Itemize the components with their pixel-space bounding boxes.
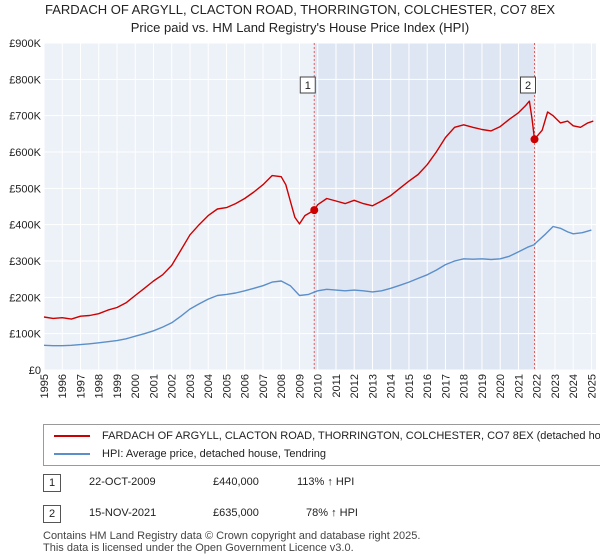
- y-tick-label: £100K: [9, 329, 41, 341]
- footer-license: This data is licensed under the Open Gov…: [43, 542, 354, 554]
- x-tick-label: 2010: [313, 374, 325, 398]
- chart-subtitle: Price paid vs. HM Land Registry's House …: [130, 20, 470, 35]
- x-tick-label: 2017: [440, 374, 452, 398]
- x-tick-label: 2022: [532, 374, 544, 398]
- legend-swatch-hpi: [54, 453, 90, 455]
- y-tick-label: £900K: [9, 38, 41, 50]
- legend-label-hpi: HPI: Average price, detached house, Tend…: [102, 448, 327, 460]
- sale-hpi-change: 78% ↑ HPI: [306, 507, 358, 519]
- x-tick-label: 2025: [586, 374, 598, 398]
- legend-item-hpi: HPI: Average price, detached house, Tend…: [54, 445, 326, 463]
- y-tick-label: £400K: [9, 220, 41, 232]
- series-layer: [43, 100, 594, 347]
- x-tick-label: 2014: [386, 374, 398, 398]
- sale-shade-layer: [314, 43, 535, 370]
- y-tick-label: £500K: [9, 183, 41, 195]
- x-tick-label: 2011: [331, 374, 343, 398]
- footer-copyright: Contains HM Land Registry data © Crown c…: [43, 530, 421, 542]
- x-tick-label: 1999: [112, 374, 124, 398]
- x-tick-label: 2008: [276, 374, 288, 398]
- x-tick-label: 2006: [240, 374, 252, 398]
- x-tick-label: 2001: [148, 374, 160, 398]
- legend: FARDACH OF ARGYLL, CLACTON ROAD, THORRIN…: [43, 424, 600, 466]
- legend-swatch-property: [54, 435, 90, 437]
- x-tick-label: 2000: [130, 374, 142, 398]
- property-price-line: [43, 100, 594, 320]
- chart-title: FARDACH OF ARGYLL, CLACTON ROAD, THORRIN…: [45, 2, 555, 17]
- x-tick-label: 2021: [513, 374, 525, 398]
- x-tick-label: 2013: [367, 374, 379, 398]
- x-tick-label: 1997: [75, 374, 87, 398]
- x-tick-label: 2018: [459, 374, 471, 398]
- x-tick-label: 2007: [258, 374, 270, 398]
- grid-layer: [43, 42, 596, 371]
- y-tick-label: £700K: [9, 111, 41, 123]
- x-tick-label: 1996: [57, 374, 69, 398]
- sale-price: £635,000: [213, 507, 259, 519]
- x-tick-label: 2004: [203, 374, 215, 398]
- x-tick-label: 2003: [185, 374, 197, 398]
- y-tick-label: £200K: [9, 292, 41, 304]
- x-tick-label: 2015: [404, 374, 416, 398]
- sale-hpi-change: 113% ↑ HPI: [297, 476, 355, 488]
- sale-marker-lines: [313, 43, 536, 370]
- sale-number-badge: 1: [43, 474, 61, 492]
- x-axis-labels: 1995 1996 1997 1998 1999 2000 2001 2002 2003 2004…: [39, 374, 598, 398]
- sale-date: 22-OCT-2009: [89, 476, 156, 488]
- sale-label-1: 1: [305, 80, 311, 92]
- between-sales-shade: [314, 43, 535, 370]
- legend-item-property: FARDACH OF ARGYLL, CLACTON ROAD, THORRIN…: [54, 427, 600, 445]
- x-tick-label: 2019: [477, 374, 489, 398]
- x-tick-label: 2023: [550, 374, 562, 398]
- y-axis-labels: £0 £100K £200K £300K £400K £500K £600K £700K £80…: [9, 38, 41, 377]
- x-tick-label: 2002: [167, 374, 179, 398]
- sale-point-2: [530, 135, 539, 144]
- x-tick-label: 1995: [39, 374, 51, 398]
- x-tick-label: 1998: [94, 374, 106, 398]
- x-tick-label: 2005: [221, 374, 233, 398]
- hpi-line: [43, 225, 592, 347]
- x-tick-label: 2024: [568, 374, 580, 398]
- y-tick-label: £300K: [9, 256, 41, 268]
- x-tick-label: 2009: [294, 374, 306, 398]
- sale-number-badge: 2: [43, 505, 61, 523]
- sale-point-1: [310, 206, 319, 215]
- sale-date: 15-NOV-2021: [89, 507, 157, 519]
- sale-label-2: 2: [525, 80, 531, 92]
- y-tick-label: £0: [29, 365, 41, 377]
- sale-label-box-2: [520, 76, 537, 94]
- y-tick-label: £600K: [9, 147, 41, 159]
- x-tick-label: 2016: [422, 374, 434, 398]
- y-tick-label: £800K: [9, 74, 41, 86]
- x-tick-label: 2012: [349, 374, 361, 398]
- legend-label-property: FARDACH OF ARGYLL, CLACTON ROAD, THORRIN…: [102, 430, 600, 442]
- x-tick-label: 2020: [495, 374, 507, 398]
- sale-label-box-1: [299, 76, 316, 94]
- sale-price: £440,000: [213, 476, 259, 488]
